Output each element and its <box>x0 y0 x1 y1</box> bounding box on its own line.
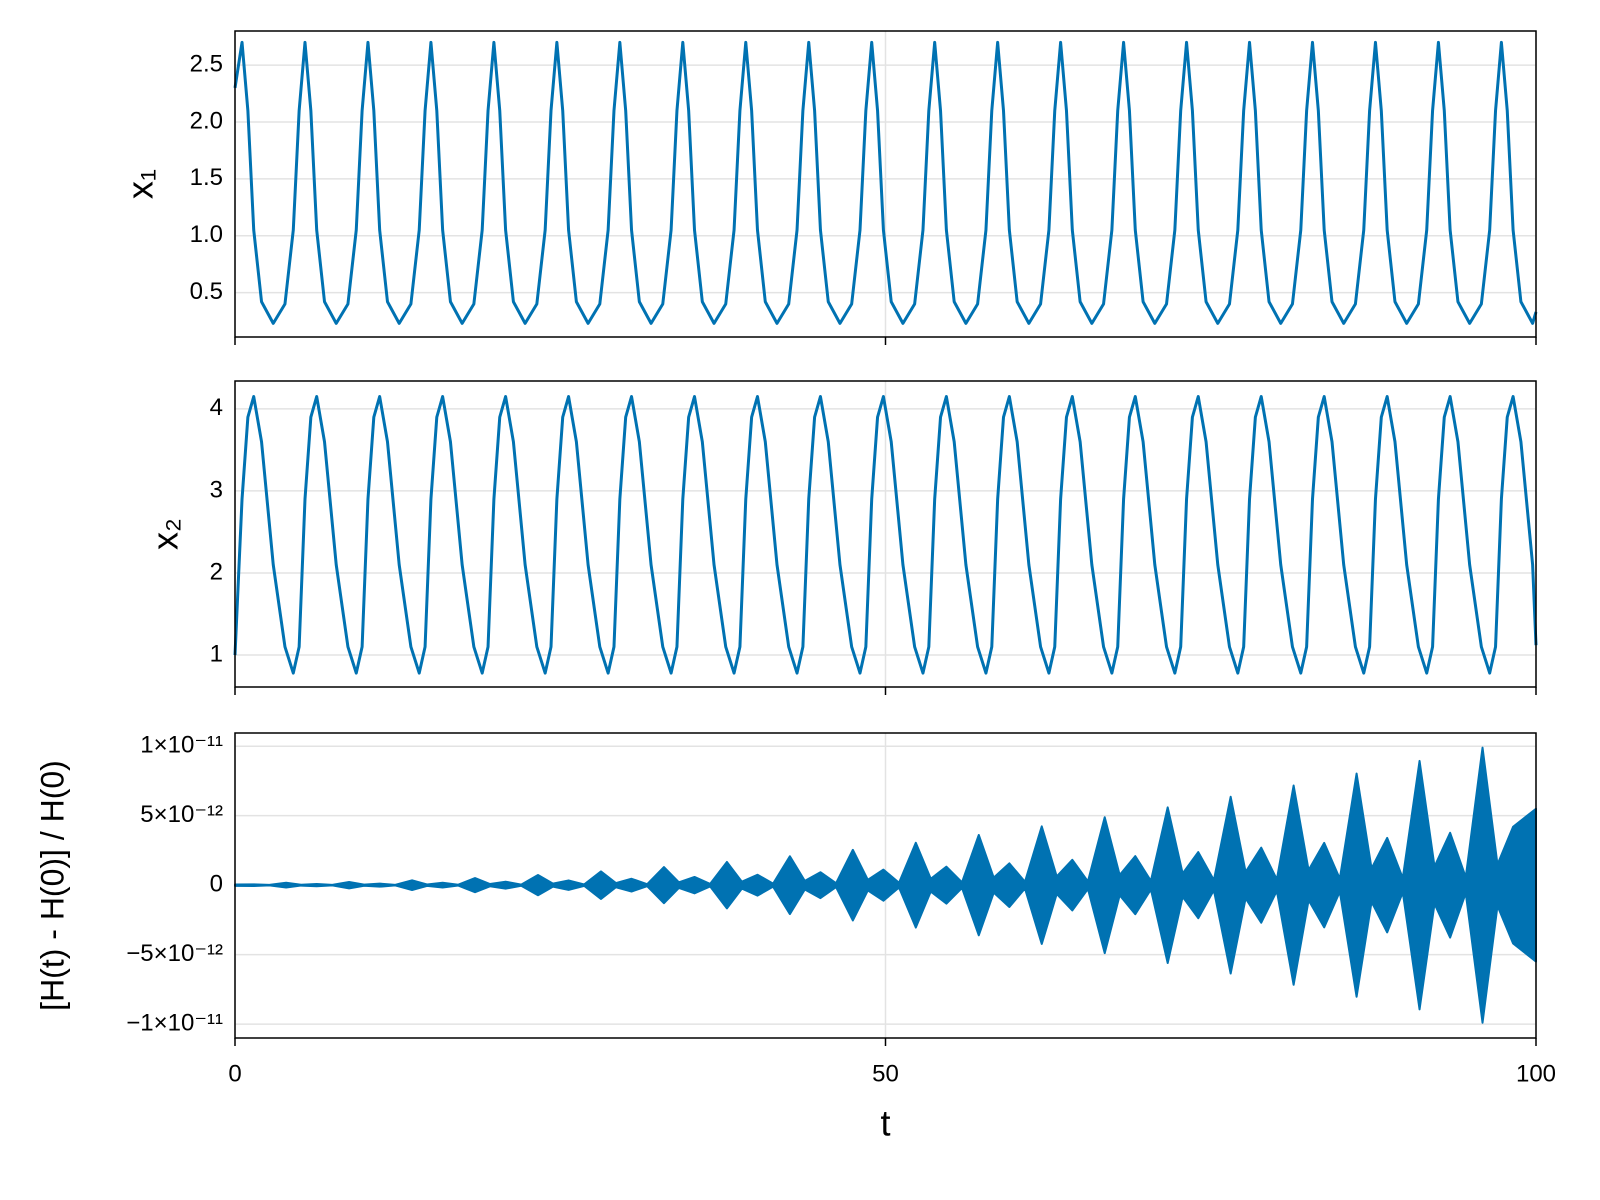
y-tick-label: 1×10⁻¹¹ <box>140 732 223 759</box>
y-tick-label: 0 <box>210 870 223 897</box>
plot-frame <box>234 380 1537 688</box>
x-tick-label: 100 <box>1516 1060 1556 1087</box>
x-tick-label: 50 <box>872 1060 899 1087</box>
y-tick-label: 1.5 <box>190 164 223 191</box>
y-tick-label: 5×10⁻¹² <box>140 801 223 828</box>
y-tick-label: 2 <box>210 558 223 585</box>
x-axis-label: t <box>880 1103 890 1144</box>
plot-frame <box>234 30 1537 338</box>
y-tick-label: 2.0 <box>190 107 223 134</box>
y-tick-label: −1×10⁻¹¹ <box>126 1009 223 1036</box>
y-tick-label: 3 <box>210 476 223 503</box>
series-line <box>233 40 1538 325</box>
x-tick-label: 0 <box>228 1060 241 1087</box>
y-tick-label: 0.5 <box>190 278 223 305</box>
y-tick-label: −5×10⁻¹² <box>126 940 223 967</box>
series-line <box>233 395 1538 675</box>
y-tick-label: 2.5 <box>190 50 223 77</box>
y-tick-label: 1.0 <box>190 221 223 248</box>
y-tick-label: 4 <box>210 394 223 421</box>
y-tick-label: 1 <box>210 640 223 667</box>
y-axis-label: x₂ <box>145 518 186 550</box>
plot-frame <box>234 732 1537 1039</box>
y-axis-label: x₁ <box>120 169 161 199</box>
y-axis-label: [H(t) - H(0)] / H(0) <box>34 760 70 1011</box>
